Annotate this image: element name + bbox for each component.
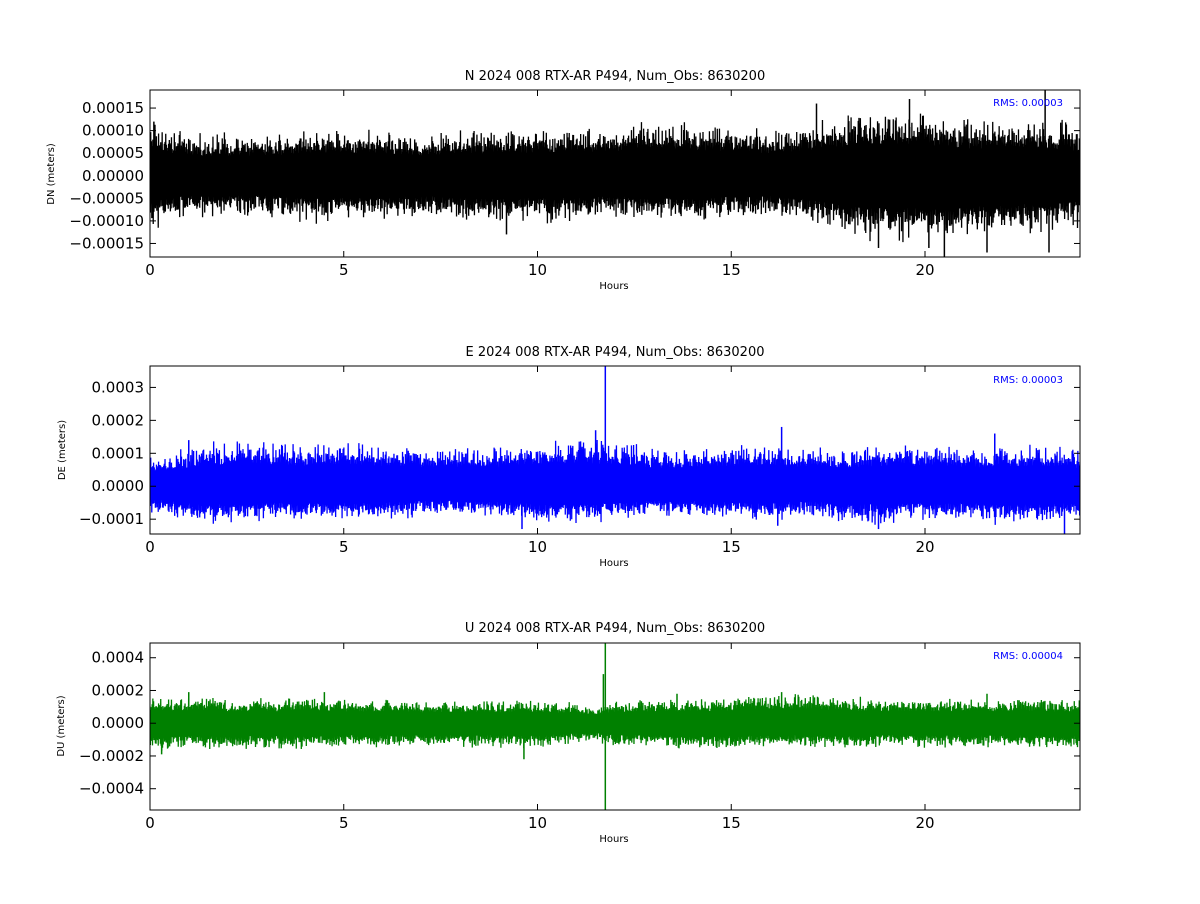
y-tick-label: −0.00005: [69, 189, 144, 207]
y-tick-label: 0.00000: [82, 167, 144, 185]
y-axis-label: DE (meters): [57, 420, 68, 480]
x-tick-label: 5: [339, 538, 349, 556]
x-tick-label: 0: [145, 261, 155, 279]
series-band: [150, 710, 1080, 736]
x-tick-label: 0: [145, 814, 155, 832]
x-axis-label: Hours: [599, 281, 628, 292]
x-tick-label: 15: [722, 538, 741, 556]
y-tick-label: −0.00015: [69, 234, 144, 252]
y-tick-label: 0.0004: [92, 649, 145, 667]
y-tick-label: 0.0002: [92, 681, 145, 699]
panel-north: 0 5 10 15 20 −0.00015 −0.00010 −0.00005 0.00000 0…: [46, 69, 1081, 292]
rms-annotation: RMS: 0.00003: [993, 98, 1063, 109]
y-tick-label: 0.00005: [82, 144, 144, 162]
x-tick-label: 10: [528, 814, 547, 832]
plot-frame: [149, 365, 1081, 535]
x-axis-label: Hours: [599, 834, 628, 845]
x-tick-label: 20: [915, 814, 934, 832]
x-tick-label: 15: [722, 261, 741, 279]
panel-title: U 2024 008 RTX-AR P494, Num_Obs: 8630200: [465, 621, 765, 636]
x-tick-label: 5: [339, 814, 349, 832]
rms-annotation: RMS: 0.00003: [993, 375, 1063, 386]
x-tick-label: 10: [528, 261, 547, 279]
x-tick-label: 5: [339, 261, 349, 279]
panel-title: N 2024 008 RTX-AR P494, Num_Obs: 8630200: [465, 69, 765, 84]
panel-up: 0 5 10 15 20 −0.0004 −0.0002 0.0000 0.0002 0.0004…: [56, 621, 1081, 845]
y-tick-label: 0.00010: [82, 122, 144, 140]
x-tick-label: 0: [145, 538, 155, 556]
x-tick-label: 20: [915, 538, 934, 556]
panel-title: E 2024 008 RTX-AR P494, Num_Obs: 8630200: [466, 345, 765, 360]
series-band: [150, 464, 1080, 503]
x-tick-label: 15: [722, 814, 741, 832]
plot-frame: [149, 642, 1081, 811]
y-tick-label: 0.0001: [92, 444, 145, 462]
y-axis-label: DN (meters): [46, 143, 57, 205]
x-tick-label: 10: [528, 538, 547, 556]
plot-frame: [149, 89, 1081, 258]
x-axis-label: Hours: [599, 558, 628, 569]
series-band: [150, 146, 1080, 206]
panel-east: 0 5 10 15 20 −0.0001 0.0000 0.0001 0.0002 0.0003 E…: [57, 345, 1081, 569]
y-tick-label: 0.0000: [92, 714, 145, 732]
y-tick-label: −0.0004: [79, 780, 144, 798]
y-tick-label: 0.0002: [92, 411, 145, 429]
y-axis-label: DU (meters): [56, 695, 67, 756]
y-tick-label: −0.00010: [69, 212, 144, 230]
y-tick-label: 0.0003: [92, 378, 145, 396]
rms-annotation: RMS: 0.00004: [993, 651, 1063, 662]
y-tick-label: 0.00015: [82, 99, 144, 117]
y-tick-label: −0.0001: [79, 510, 144, 528]
x-tick-label: 20: [915, 261, 934, 279]
y-tick-label: −0.0002: [79, 747, 144, 765]
y-tick-label: 0.0000: [92, 477, 145, 495]
